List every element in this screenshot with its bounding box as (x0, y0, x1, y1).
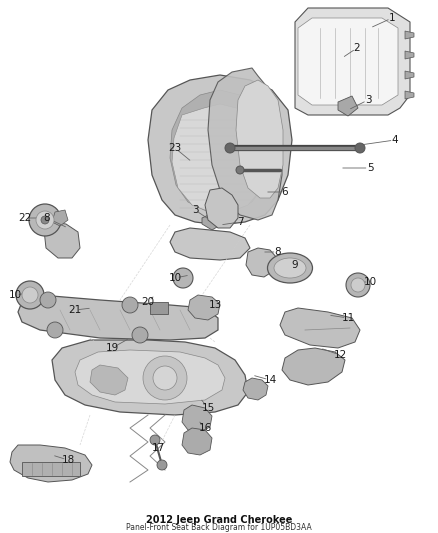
Text: 2: 2 (354, 43, 360, 53)
Polygon shape (188, 295, 220, 320)
Circle shape (351, 278, 365, 292)
Circle shape (150, 435, 160, 445)
Circle shape (236, 166, 244, 174)
Polygon shape (282, 348, 345, 385)
Text: 15: 15 (201, 403, 215, 413)
Polygon shape (90, 365, 128, 395)
Text: 20: 20 (141, 297, 155, 307)
Polygon shape (405, 91, 414, 99)
Polygon shape (298, 18, 398, 105)
Text: 12: 12 (333, 350, 346, 360)
Circle shape (346, 273, 370, 297)
Polygon shape (338, 96, 358, 116)
Circle shape (122, 297, 138, 313)
Polygon shape (170, 228, 250, 260)
Polygon shape (18, 295, 218, 340)
Polygon shape (52, 210, 68, 226)
Polygon shape (52, 340, 248, 415)
Text: 23: 23 (168, 143, 182, 153)
Circle shape (209, 192, 219, 202)
Ellipse shape (274, 258, 306, 278)
Polygon shape (10, 445, 92, 482)
Text: Panel-Front Seat Back Diagram for 1UP05BD3AA: Panel-Front Seat Back Diagram for 1UP05B… (126, 523, 312, 532)
Circle shape (132, 327, 148, 343)
Circle shape (153, 366, 177, 390)
Text: 10: 10 (8, 290, 21, 300)
Circle shape (245, 175, 255, 185)
Circle shape (246, 184, 258, 196)
Text: 11: 11 (341, 313, 355, 323)
Text: 13: 13 (208, 300, 222, 310)
Text: 17: 17 (152, 443, 165, 453)
Circle shape (246, 159, 258, 171)
Polygon shape (246, 248, 277, 277)
Circle shape (251, 160, 261, 171)
Polygon shape (280, 308, 360, 348)
Circle shape (246, 124, 258, 136)
Circle shape (179, 162, 189, 172)
Text: 2012 Jeep Grand Cherokee: 2012 Jeep Grand Cherokee (146, 515, 292, 525)
Text: 1: 1 (389, 13, 396, 23)
Text: 5: 5 (367, 163, 373, 173)
Circle shape (29, 204, 61, 236)
Bar (22, 462, 80, 476)
Text: 14: 14 (263, 375, 277, 385)
Text: 10: 10 (169, 273, 182, 283)
Polygon shape (236, 80, 283, 198)
Polygon shape (148, 75, 292, 225)
Text: 16: 16 (198, 423, 212, 433)
Polygon shape (182, 428, 212, 455)
Text: 6: 6 (282, 187, 288, 197)
Text: 3: 3 (365, 95, 371, 105)
Text: 3: 3 (192, 205, 198, 215)
Polygon shape (44, 222, 80, 258)
Text: 8: 8 (275, 247, 281, 257)
Polygon shape (405, 51, 414, 59)
Circle shape (186, 176, 196, 186)
Circle shape (246, 94, 258, 106)
Circle shape (40, 292, 56, 308)
Polygon shape (172, 104, 268, 214)
Circle shape (36, 211, 54, 229)
Polygon shape (170, 90, 270, 213)
Circle shape (47, 322, 63, 338)
Text: 8: 8 (44, 213, 50, 223)
Circle shape (223, 191, 233, 201)
Polygon shape (182, 405, 212, 432)
Polygon shape (75, 350, 225, 404)
Polygon shape (243, 378, 268, 400)
Circle shape (235, 185, 245, 196)
Bar (150, 302, 168, 314)
Polygon shape (205, 188, 238, 228)
Text: 10: 10 (364, 277, 377, 287)
Circle shape (196, 187, 206, 197)
Text: 18: 18 (61, 455, 74, 465)
Circle shape (16, 281, 44, 309)
Text: 21: 21 (68, 305, 81, 315)
Text: 4: 4 (392, 135, 398, 145)
Text: 22: 22 (18, 213, 32, 223)
Polygon shape (208, 68, 282, 220)
Text: 19: 19 (106, 343, 119, 353)
Polygon shape (295, 8, 410, 115)
Circle shape (143, 356, 187, 400)
Text: 9: 9 (292, 260, 298, 270)
Polygon shape (202, 212, 222, 230)
Circle shape (355, 143, 365, 153)
Polygon shape (405, 31, 414, 39)
Polygon shape (405, 71, 414, 79)
Circle shape (173, 268, 193, 288)
Circle shape (22, 287, 38, 303)
Ellipse shape (268, 253, 312, 283)
Circle shape (225, 143, 235, 153)
Text: 7: 7 (237, 217, 244, 227)
Circle shape (41, 216, 49, 224)
Circle shape (157, 460, 167, 470)
